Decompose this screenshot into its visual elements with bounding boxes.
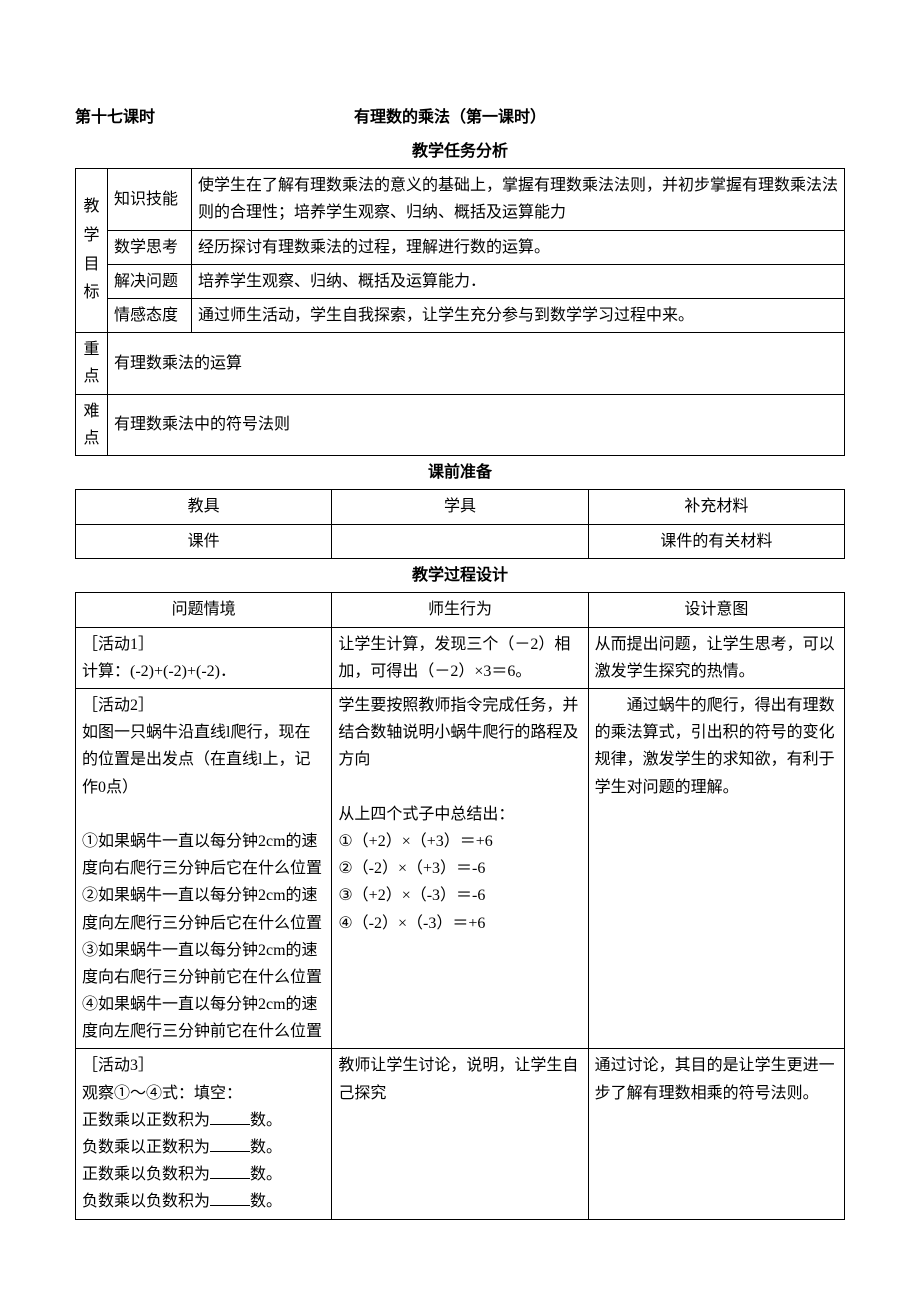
row-label: 解决问题	[108, 264, 192, 298]
table-header-row: 问题情境 师生行为 设计意图	[76, 593, 845, 627]
col-header: 设计意图	[588, 593, 844, 627]
row-label: 知识技能	[108, 169, 192, 230]
table-row: ［活动3］ 观察①～④式：填空： 正数乘以正数积为数。 负数乘以正数积为数。 正…	[76, 1049, 845, 1219]
lesson-number: 第十七课时	[75, 105, 155, 131]
text-after: 数。	[250, 1193, 282, 1210]
blank-underline	[210, 1190, 250, 1206]
activity1-situation: ［活动1］ 计算：(-2)+(-2)+(-2)．	[76, 627, 332, 688]
blank-underline	[210, 1136, 250, 1152]
difficulty-content: 有理数乘法中的符号法则	[108, 394, 845, 455]
blank-underline	[210, 1163, 250, 1179]
focus-content: 有理数乘法的运算	[108, 333, 845, 394]
text-before: 正数乘以正数积为	[82, 1112, 210, 1129]
text-line: 计算：(-2)+(-2)+(-2)．	[82, 658, 325, 685]
goals-vertical-label: 教学目标	[76, 169, 108, 333]
table-row: ［活动1］ 计算：(-2)+(-2)+(-2)． 让学生计算，发现三个（－2）相…	[76, 627, 845, 688]
col-header: 师生行为	[332, 593, 588, 627]
blank-underline	[210, 1109, 250, 1125]
text-before: 负数乘以负数积为	[82, 1193, 210, 1210]
row-content: 经历探讨有理数乘法的过程，理解进行数的运算。	[192, 230, 845, 264]
fill-blank-line: 负数乘以正数积为 数。	[82, 1134, 325, 1161]
prep-cell: 课件的有关材料	[588, 524, 844, 558]
section3-heading: 教学过程设计	[75, 563, 845, 589]
activity1-behavior: 让学生计算，发现三个（－2）相加，可得出（－2）×3＝6。	[332, 627, 588, 688]
preparation-table: 教具 学具 补充材料 课件 课件的有关材料	[75, 489, 845, 558]
activity3-situation: ［活动3］ 观察①～④式：填空： 正数乘以正数积为数。 负数乘以正数积为数。 正…	[76, 1049, 332, 1219]
equation: ①（+2）×（+3）＝+6	[338, 828, 581, 855]
equation: ③（+2）×（-3）＝-6	[338, 882, 581, 909]
equation: ④（-2）×（-3）＝+6	[338, 910, 581, 937]
section1-heading: 教学任务分析	[75, 139, 845, 165]
text-line: 观察①～④式：填空：	[82, 1080, 325, 1107]
process-design-table: 问题情境 师生行为 设计意图 ［活动1］ 计算：(-2)+(-2)+(-2)． …	[75, 592, 845, 1219]
fill-blank-line: 正数乘以正数积为 数。	[82, 1107, 325, 1134]
spacer	[338, 774, 581, 801]
text-line: 学生要按照教师指令完成任务，并结合数轴说明小蜗牛爬行的路程及方向	[338, 692, 581, 774]
activity3-behavior: 教师让学生讨论，说明，让学生自己探究	[332, 1049, 588, 1219]
focus-label: 重点	[76, 333, 108, 394]
table-row: ［活动2］ 如图一只蜗牛沿直线l爬行，现在的位置是出发点（在直线l上，记作0点）…	[76, 689, 845, 1049]
text-line: ［活动3］	[82, 1052, 325, 1079]
text-before: 正数乘以负数积为	[82, 1166, 210, 1183]
task-analysis-table: 教学目标 知识技能 使学生在了解有理数乘法的意义的基础上，掌握有理数乘法法则，并…	[75, 168, 845, 456]
text-after: 数。	[250, 1112, 282, 1129]
prep-cell: 课件	[76, 524, 332, 558]
table-row: 难点 有理数乘法中的符号法则	[76, 394, 845, 455]
table-row: 数学思考 经历探讨有理数乘法的过程，理解进行数的运算。	[76, 230, 845, 264]
table-row: 教具 学具 补充材料	[76, 490, 845, 524]
fill-blank-line: 负数乘以负数积为 数。	[82, 1188, 325, 1215]
text-line: 从上四个式子中总结出：	[338, 801, 581, 828]
prep-cell	[332, 524, 588, 558]
activity3-intent: 通过讨论，其目的是让学生更进一步了解有理数相乘的符号法则。	[588, 1049, 844, 1219]
row-content: 培养学生观察、归纳、概括及运算能力．	[192, 264, 845, 298]
table-row: 课件 课件的有关材料	[76, 524, 845, 558]
prep-header: 补充材料	[588, 490, 844, 524]
table-row: 教学目标 知识技能 使学生在了解有理数乘法的意义的基础上，掌握有理数乘法法则，并…	[76, 169, 845, 230]
row-label: 情感态度	[108, 298, 192, 332]
table-row: 重点 有理数乘法的运算	[76, 333, 845, 394]
text-after: 数。	[250, 1139, 282, 1156]
equation: ②（-2）×（+3）＝-6	[338, 855, 581, 882]
header-row: 第十七课时 有理数的乘法（第一课时）	[75, 105, 845, 131]
row-label: 数学思考	[108, 230, 192, 264]
spacer	[82, 801, 325, 828]
section2-heading: 课前准备	[75, 460, 845, 486]
text-line: ［活动2］	[82, 692, 325, 719]
text-line: ［活动1］	[82, 631, 325, 658]
row-content: 通过师生活动，学生自我探索，让学生充分参与到数学学习过程中来。	[192, 298, 845, 332]
text-line: ①如果蜗牛一直以每分钟2cm的速度向右爬行三分钟后它在什么位置②如果蜗牛一直以每…	[82, 828, 325, 1046]
table-row: 情感态度 通过师生活动，学生自我探索，让学生充分参与到数学学习过程中来。	[76, 298, 845, 332]
fill-blank-line: 正数乘以负数积为 数。	[82, 1161, 325, 1188]
goals-label-text: 教学目标	[84, 193, 100, 308]
text-after: 数。	[250, 1166, 282, 1183]
difficulty-label: 难点	[76, 394, 108, 455]
activity1-intent: 从而提出问题，让学生思考，可以激发学生探究的热情。	[588, 627, 844, 688]
prep-header: 学具	[332, 490, 588, 524]
text-before: 负数乘以正数积为	[82, 1139, 210, 1156]
row-content: 使学生在了解有理数乘法的意义的基础上，掌握有理数乘法法则，并初步掌握有理数乘法法…	[192, 169, 845, 230]
header-spacer	[745, 105, 845, 131]
activity2-situation: ［活动2］ 如图一只蜗牛沿直线l爬行，现在的位置是出发点（在直线l上，记作0点）…	[76, 689, 332, 1049]
text-line: 如图一只蜗牛沿直线l爬行，现在的位置是出发点（在直线l上，记作0点）	[82, 719, 325, 801]
page-title: 有理数的乘法（第一课时）	[155, 105, 745, 131]
col-header: 问题情境	[76, 593, 332, 627]
text-line: 通过蜗牛的爬行，得出有理数的乘法算式，引出积的符号的变化规律，激发学生的求知欲，…	[595, 692, 838, 801]
activity2-intent: 通过蜗牛的爬行，得出有理数的乘法算式，引出积的符号的变化规律，激发学生的求知欲，…	[588, 689, 844, 1049]
prep-header: 教具	[76, 490, 332, 524]
activity2-behavior: 学生要按照教师指令完成任务，并结合数轴说明小蜗牛爬行的路程及方向 从上四个式子中…	[332, 689, 588, 1049]
table-row: 解决问题 培养学生观察、归纳、概括及运算能力．	[76, 264, 845, 298]
